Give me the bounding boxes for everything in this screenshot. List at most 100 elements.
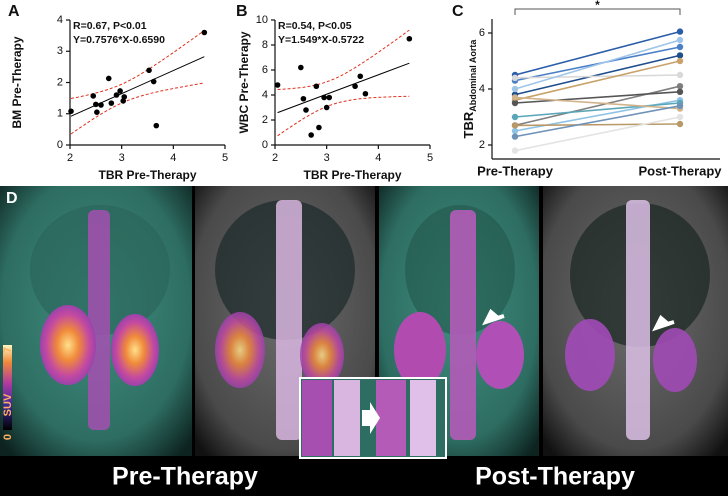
x-tick-label: 4 — [375, 152, 381, 164]
x-tick-label: 3 — [324, 152, 330, 164]
point — [94, 109, 100, 115]
series-line — [514, 30, 681, 76]
y-tick-label: 4 — [479, 83, 485, 95]
point — [511, 85, 519, 93]
point — [105, 75, 112, 82]
point — [511, 99, 519, 107]
significance-bracket — [514, 8, 681, 15]
image-panel — [0, 186, 728, 496]
series-line — [514, 85, 681, 127]
series-line — [514, 105, 681, 138]
y-tick-label: 2 — [479, 139, 485, 151]
point — [274, 82, 281, 88]
point — [511, 147, 519, 154]
point — [676, 88, 684, 96]
colorbar-label: 7 — [2, 347, 14, 353]
point — [406, 35, 413, 42]
point — [108, 100, 115, 106]
x-tick-label: Post-Therapy — [638, 163, 722, 178]
point — [676, 120, 684, 128]
point — [511, 122, 519, 129]
panel-label: A — [8, 3, 20, 20]
point — [98, 102, 104, 108]
point — [153, 122, 160, 129]
panel-label: C — [452, 3, 464, 20]
stat-annotation: Y=0.7576*X-0.6590 — [73, 34, 165, 46]
point — [300, 95, 307, 102]
point — [68, 108, 74, 115]
x-tick-label: 3 — [119, 152, 125, 164]
point — [150, 78, 157, 85]
point — [511, 94, 519, 101]
series-line — [514, 54, 681, 96]
series-line — [514, 91, 681, 104]
x-axis-label: TBR Pre-Therapy — [98, 168, 196, 182]
point — [357, 73, 364, 80]
x-tick-label: 4 — [170, 152, 176, 164]
stat-annotation: R=0.54, P<0.05 — [278, 20, 352, 32]
x-tick-label: 2 — [67, 152, 73, 164]
point — [676, 43, 684, 51]
series-line — [514, 102, 681, 118]
point — [676, 57, 684, 65]
fit-line — [70, 56, 205, 117]
point — [113, 92, 120, 98]
y-tick-label: 1 — [57, 108, 63, 120]
series-line — [514, 96, 681, 110]
x-tick-label: 5 — [427, 152, 433, 164]
point — [117, 88, 123, 94]
y-tick-label: 3 — [57, 45, 63, 57]
y-axis-label: BM Pre-Therapy — [10, 36, 24, 128]
point — [676, 36, 684, 44]
panel-label: B — [236, 3, 248, 20]
point — [121, 94, 128, 100]
point — [676, 83, 684, 90]
y-tick-label: 2 — [262, 114, 268, 126]
point — [316, 124, 322, 131]
point — [323, 104, 330, 111]
point — [362, 90, 369, 97]
y-axis-label-subscript: Abdominal Aorta — [468, 39, 478, 112]
y-tick-label: 6 — [479, 27, 485, 39]
stat-annotation: R=0.67, P<0.01 — [73, 20, 147, 32]
x-tick-label: 5 — [222, 152, 228, 164]
confidence-band — [277, 95, 410, 137]
point — [511, 74, 519, 82]
series-line — [514, 116, 681, 152]
series-line — [514, 74, 681, 79]
point — [511, 113, 519, 121]
y-tick-label: 4 — [262, 89, 268, 101]
colorbar-label: SUV — [2, 393, 14, 416]
colorbar-label: 0 — [2, 434, 14, 440]
point — [676, 71, 684, 79]
point — [352, 83, 358, 90]
x-tick-label: Pre-Therapy — [477, 163, 554, 178]
point — [676, 102, 684, 110]
image-caption: Pre-Therapy — [112, 463, 258, 491]
stat-annotation: Y=1.549*X-0.5722 — [278, 34, 364, 46]
point — [90, 93, 97, 99]
point — [321, 94, 327, 101]
y-tick-label: 10 — [256, 14, 268, 26]
y-tick-label: 0 — [57, 139, 63, 151]
fit-line — [277, 62, 410, 114]
y-tick-label: 2 — [57, 76, 63, 88]
y-tick-label: 6 — [262, 64, 268, 76]
image-caption: Post-Therapy — [475, 463, 635, 491]
point — [326, 94, 333, 101]
confidence-band — [277, 29, 410, 90]
series-line — [514, 39, 681, 90]
point — [313, 83, 320, 90]
point — [303, 107, 309, 113]
y-axis-label-main: TBR — [461, 111, 476, 138]
point — [511, 133, 519, 140]
confidence-band — [70, 82, 205, 135]
y-tick-label: 0 — [262, 139, 268, 151]
y-axis-label: WBC Pre-Therapy — [237, 31, 251, 133]
point — [676, 113, 684, 121]
x-axis-label: TBR Pre-Therapy — [303, 168, 401, 182]
panel-label: D — [6, 190, 18, 207]
point — [308, 132, 314, 138]
x-tick-label: 2 — [272, 152, 278, 164]
